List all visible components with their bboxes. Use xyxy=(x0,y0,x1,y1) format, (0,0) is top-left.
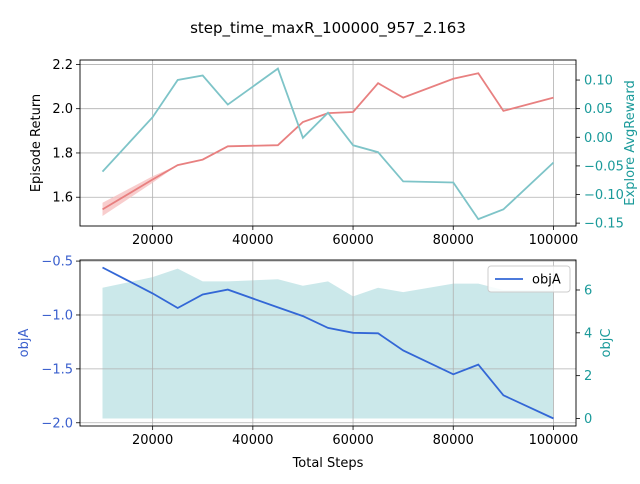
x-tick-label: 20000 xyxy=(132,433,173,448)
x-tick-label: 60000 xyxy=(332,233,373,248)
explore-avgreward-line xyxy=(101,67,555,221)
x-tick-label: 100000 xyxy=(529,233,579,248)
y-tick-label: 2.0 xyxy=(52,102,73,117)
x-tick-label: 60000 xyxy=(332,433,373,448)
y-tick-label: 1.6 xyxy=(52,191,73,206)
x-tick-label: 80000 xyxy=(433,233,474,248)
x-tick-label: 80000 xyxy=(433,433,474,448)
y2-tick-label: −0.05 xyxy=(584,159,624,174)
objA-line xyxy=(102,266,554,420)
y2-tick-label: −0.10 xyxy=(584,188,624,203)
legend: objA xyxy=(487,265,571,293)
y-tick-label: −1.0 xyxy=(41,308,73,323)
y-axis-label: objA xyxy=(17,329,32,358)
bottom-subplot: 20000 40000 60000 80000 100000 −2.0 −1.5 −1.0 −0… xyxy=(17,255,614,471)
y2-axis-label: objC xyxy=(599,329,614,358)
plot-frame xyxy=(79,59,577,227)
y2-tick-label: 4 xyxy=(584,326,592,341)
x-tick-label: 100000 xyxy=(529,433,579,448)
chart-title: step_time_maxR_100000_957_2.163 xyxy=(190,19,466,38)
plot-frame xyxy=(79,259,577,427)
y2-tick-label: 0.00 xyxy=(584,131,613,146)
legend-box xyxy=(487,265,571,293)
y2-axis-label: Explore AvgReward xyxy=(623,80,638,205)
y2-tick-label: −0.15 xyxy=(584,217,624,232)
y-axis-label: Episode Return xyxy=(29,94,44,192)
y2-tick-label: 0 xyxy=(584,412,592,427)
y-tick-label: 2.2 xyxy=(52,58,73,73)
y-tick-label: −1.5 xyxy=(41,362,73,377)
top-subplot: 20000 40000 60000 80000 100000 1.6 1.8 2.0 2.2 −0… xyxy=(29,58,638,248)
y2-tick-label: 2 xyxy=(584,369,592,384)
legend-label-objA: objA xyxy=(532,273,561,288)
y2-tick-label: 0.10 xyxy=(584,74,613,89)
y-tick-label: −2.0 xyxy=(41,416,73,431)
episode-return-line xyxy=(102,72,554,211)
return-confidence-band xyxy=(102,165,178,216)
x-tick-label: 20000 xyxy=(132,233,173,248)
y2-tick-label: 6 xyxy=(584,283,592,298)
y-tick-label: −0.5 xyxy=(41,255,73,270)
x-tick-label: 40000 xyxy=(232,433,273,448)
y2-tick-label: 0.05 xyxy=(584,102,613,117)
x-tick-label: 40000 xyxy=(232,233,273,248)
y-tick-label: 1.8 xyxy=(52,146,73,161)
x-axis-label: Total Steps xyxy=(292,456,364,471)
objC-area xyxy=(102,268,554,419)
